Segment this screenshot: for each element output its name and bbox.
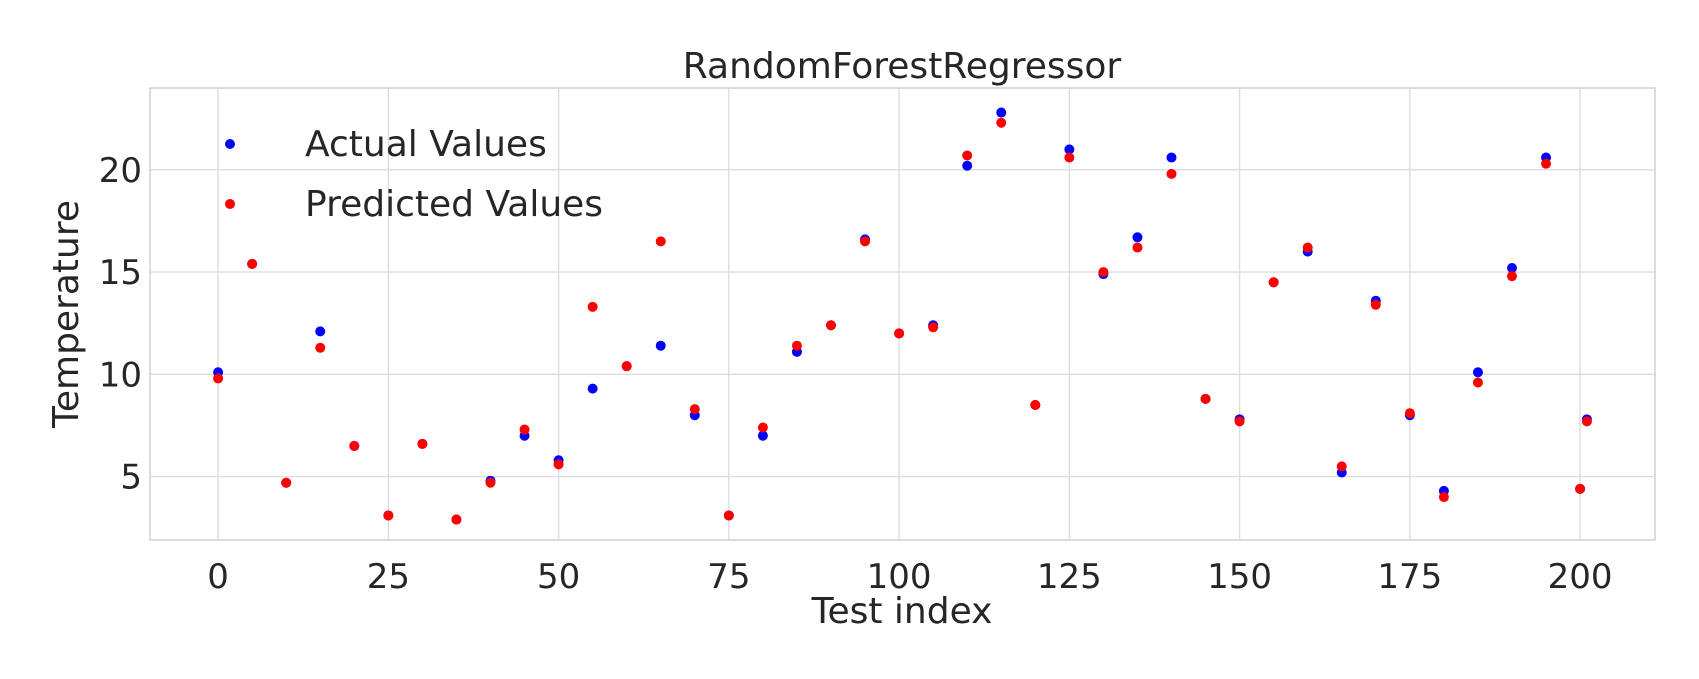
predicted-point	[1370, 299, 1381, 310]
predicted-point	[281, 477, 292, 488]
predicted-point	[519, 424, 530, 435]
predicted-point	[996, 117, 1007, 128]
predicted-point	[1404, 408, 1415, 419]
predicted-point	[1506, 271, 1517, 282]
x-tick-labels: 0 25 50 75 100 125 150 175 200	[207, 557, 1612, 597]
predicted-point	[1030, 400, 1041, 411]
predicted-point	[1166, 168, 1177, 179]
predicted-point	[485, 477, 496, 488]
plot-frame	[149, 87, 1656, 541]
x-tick-label: 175	[1377, 557, 1442, 597]
predicted-point	[451, 514, 462, 525]
legend-label-actual: Actual Values	[305, 124, 547, 165]
x-tick-label: 0	[207, 557, 229, 597]
predicted-point	[213, 373, 224, 384]
predicted-point	[553, 459, 564, 470]
predicted-point	[791, 340, 802, 351]
x-axis-title: Test index	[811, 591, 993, 632]
legend-label-predicted: Predicted Values	[305, 184, 603, 225]
predicted-point	[860, 236, 871, 247]
x-tick-label: 100	[867, 557, 932, 597]
predicted-point	[825, 320, 836, 331]
actual-point	[1132, 232, 1143, 243]
x-tick-label: 125	[1037, 557, 1102, 597]
predicted-point	[757, 422, 768, 433]
y-tick-labels: 5 10 15 20	[99, 151, 142, 498]
y-tick-label: 5	[120, 458, 142, 498]
data-points	[213, 107, 1592, 525]
predicted-point	[894, 328, 905, 339]
predicted-point	[417, 438, 428, 449]
grid	[150, 88, 1655, 540]
predicted-point	[1132, 242, 1143, 253]
actual-point	[655, 340, 666, 351]
actual-point	[1064, 144, 1075, 155]
actual-point	[757, 430, 768, 441]
actual-point	[1166, 152, 1177, 163]
predicted-point	[587, 301, 598, 312]
y-tick-label: 20	[99, 151, 142, 191]
predicted-point	[247, 258, 258, 269]
predicted-point	[1302, 242, 1313, 253]
y-tick-label: 10	[99, 355, 142, 395]
actual-point	[1506, 262, 1517, 273]
x-tick-label: 75	[707, 557, 750, 597]
chart-title: RandomForestRegressor	[683, 46, 1122, 87]
predicted-values-series	[213, 117, 1592, 525]
x-tick-label: 25	[367, 557, 410, 597]
predicted-point	[1581, 416, 1592, 427]
predicted-point	[928, 322, 939, 333]
y-tick-label: 15	[99, 253, 142, 293]
predicted-point	[1098, 267, 1109, 278]
actual-point	[996, 107, 1007, 118]
actual-point	[315, 326, 326, 337]
predicted-point	[349, 440, 360, 451]
predicted-point	[1336, 461, 1347, 472]
predicted-point	[962, 150, 973, 161]
predicted-point	[1472, 377, 1483, 388]
legend: Actual Values Predicted Values	[225, 124, 603, 225]
actual-point	[587, 383, 598, 394]
predicted-point	[315, 342, 326, 353]
predicted-point	[1541, 158, 1552, 169]
actual-point	[1472, 367, 1483, 378]
x-tick-label: 200	[1548, 557, 1613, 597]
x-tick-label: 50	[537, 557, 580, 597]
predicted-point	[383, 510, 394, 521]
actual-point	[962, 160, 973, 171]
predicted-point	[689, 404, 700, 415]
predicted-point	[1200, 393, 1211, 404]
predicted-point	[655, 236, 666, 247]
predicted-point	[1575, 483, 1586, 494]
predicted-point	[723, 510, 734, 521]
legend-marker-predicted	[225, 199, 235, 209]
legend-marker-actual	[225, 139, 235, 149]
y-axis-title: Temperature	[46, 200, 87, 429]
predicted-point	[1234, 416, 1245, 427]
predicted-point	[621, 361, 632, 372]
predicted-point	[1268, 277, 1279, 288]
predicted-point	[1438, 492, 1449, 503]
x-tick-label: 150	[1207, 557, 1272, 597]
predicted-point	[1064, 152, 1075, 163]
